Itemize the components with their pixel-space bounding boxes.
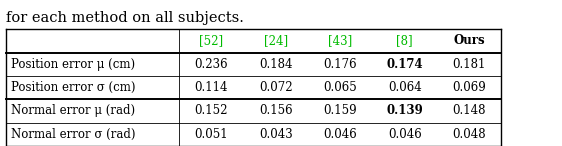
Text: 0.064: 0.064 [388,81,422,94]
Text: 0.065: 0.065 [323,81,357,94]
Text: 0.114: 0.114 [194,81,228,94]
Text: [24]: [24] [264,34,288,47]
Text: 0.043: 0.043 [259,128,293,141]
Text: 0.046: 0.046 [323,128,357,141]
Text: 0.072: 0.072 [259,81,293,94]
Text: 0.156: 0.156 [259,104,293,118]
Text: Position error σ (cm): Position error σ (cm) [11,81,135,94]
Text: 0.176: 0.176 [323,58,357,71]
Text: 0.148: 0.148 [452,104,486,118]
Text: for each method on all subjects.: for each method on all subjects. [6,11,243,25]
Text: 0.152: 0.152 [194,104,228,118]
Text: 0.048: 0.048 [452,128,486,141]
Text: 0.184: 0.184 [259,58,292,71]
Text: 0.159: 0.159 [323,104,357,118]
Text: 0.174: 0.174 [386,58,423,71]
Text: Position error μ (cm): Position error μ (cm) [11,58,135,71]
Text: 0.051: 0.051 [194,128,228,141]
Text: 0.046: 0.046 [388,128,422,141]
Text: 0.139: 0.139 [386,104,423,118]
Text: Ours: Ours [454,34,485,47]
Text: 0.181: 0.181 [452,58,486,71]
Text: [43]: [43] [328,34,352,47]
Text: Normal error σ (rad): Normal error σ (rad) [11,128,135,141]
Text: [8]: [8] [396,34,413,47]
Text: Normal error μ (rad): Normal error μ (rad) [11,104,135,118]
Text: 0.236: 0.236 [194,58,228,71]
Text: 0.069: 0.069 [452,81,486,94]
Text: [52]: [52] [200,34,223,47]
